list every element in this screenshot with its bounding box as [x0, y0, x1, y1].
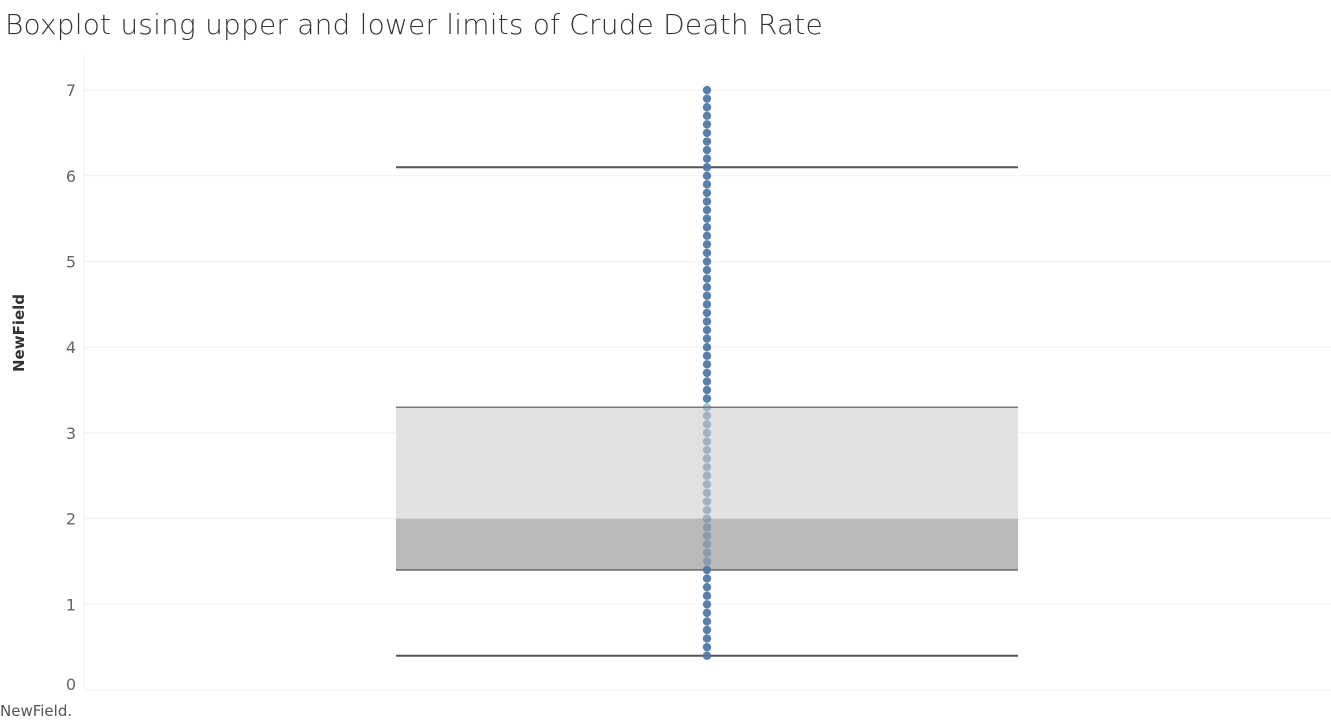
footer-caption: NewField. [0, 702, 73, 720]
box-lower-half [396, 518, 1018, 571]
data-point [702, 531, 712, 540]
data-point [702, 634, 712, 643]
data-point [702, 411, 712, 420]
box-plot [396, 166, 1018, 657]
data-points [702, 85, 712, 660]
data-point [702, 188, 712, 198]
data-point [702, 120, 712, 129]
data-point [702, 291, 712, 300]
data-point [702, 514, 712, 523]
data-point [702, 445, 712, 455]
data-point [702, 360, 712, 369]
data-point [702, 522, 712, 532]
data-point [702, 574, 712, 583]
data-point [702, 617, 712, 626]
data-point [702, 368, 712, 378]
data-point [702, 608, 712, 618]
data-point [702, 385, 712, 395]
y-tick-label: 7 [66, 81, 76, 100]
y-tick-label: 4 [66, 338, 76, 357]
data-point [702, 154, 712, 163]
data-point [702, 497, 712, 506]
data-point [702, 540, 712, 549]
data-point [702, 308, 712, 318]
data-point [702, 103, 712, 112]
y-tick-label: 0 [66, 675, 76, 694]
data-point [702, 343, 712, 352]
data-point [702, 377, 712, 386]
y-tick-label: 1 [66, 595, 76, 614]
data-point [702, 334, 712, 343]
data-point [702, 223, 712, 232]
data-point [702, 480, 712, 489]
data-point [702, 283, 712, 292]
data-point [702, 265, 712, 275]
data-point [702, 205, 712, 215]
data-point [702, 180, 712, 189]
data-point [702, 145, 712, 155]
y-tick-label: 6 [66, 167, 76, 186]
data-point [702, 488, 712, 498]
data-point [702, 325, 712, 335]
data-point [702, 351, 712, 360]
data-point [702, 257, 712, 266]
data-point [702, 600, 712, 609]
y-tick-label: 5 [66, 253, 76, 272]
y-axis-ticks: 0 1 2 3 4 5 6 7 [66, 81, 76, 694]
data-point [702, 240, 712, 249]
data-point [702, 231, 712, 240]
data-point [702, 420, 712, 429]
data-point [702, 591, 712, 600]
data-point [702, 548, 712, 558]
data-point [702, 111, 712, 121]
data-point [702, 274, 712, 283]
box-upper-half [396, 407, 1018, 519]
data-point [702, 462, 712, 472]
y-tick-label: 3 [66, 424, 76, 443]
data-point [702, 85, 712, 95]
data-point [702, 565, 712, 575]
data-point [702, 454, 712, 463]
data-point [702, 437, 712, 446]
data-point [702, 197, 712, 206]
data-point [702, 137, 712, 146]
data-point [702, 248, 712, 258]
data-point [702, 428, 712, 438]
boxplot-chart: 0 1 2 3 4 5 6 7 [66, 55, 1331, 694]
data-point [702, 300, 712, 309]
data-point [702, 651, 712, 660]
data-point [702, 214, 712, 223]
data-point [702, 625, 712, 635]
data-point [702, 163, 712, 172]
data-point [702, 471, 712, 480]
data-point [702, 582, 712, 592]
data-point [702, 394, 712, 403]
data-point [702, 505, 712, 515]
data-point [702, 171, 712, 180]
chart-title: Boxplot using upper and lower limits of … [5, 8, 823, 41]
data-point [702, 128, 712, 138]
data-point [702, 402, 712, 412]
data-point [702, 642, 712, 652]
data-point [702, 94, 712, 103]
data-point [702, 557, 712, 566]
y-tick-label: 2 [66, 510, 76, 529]
data-point [702, 317, 712, 326]
